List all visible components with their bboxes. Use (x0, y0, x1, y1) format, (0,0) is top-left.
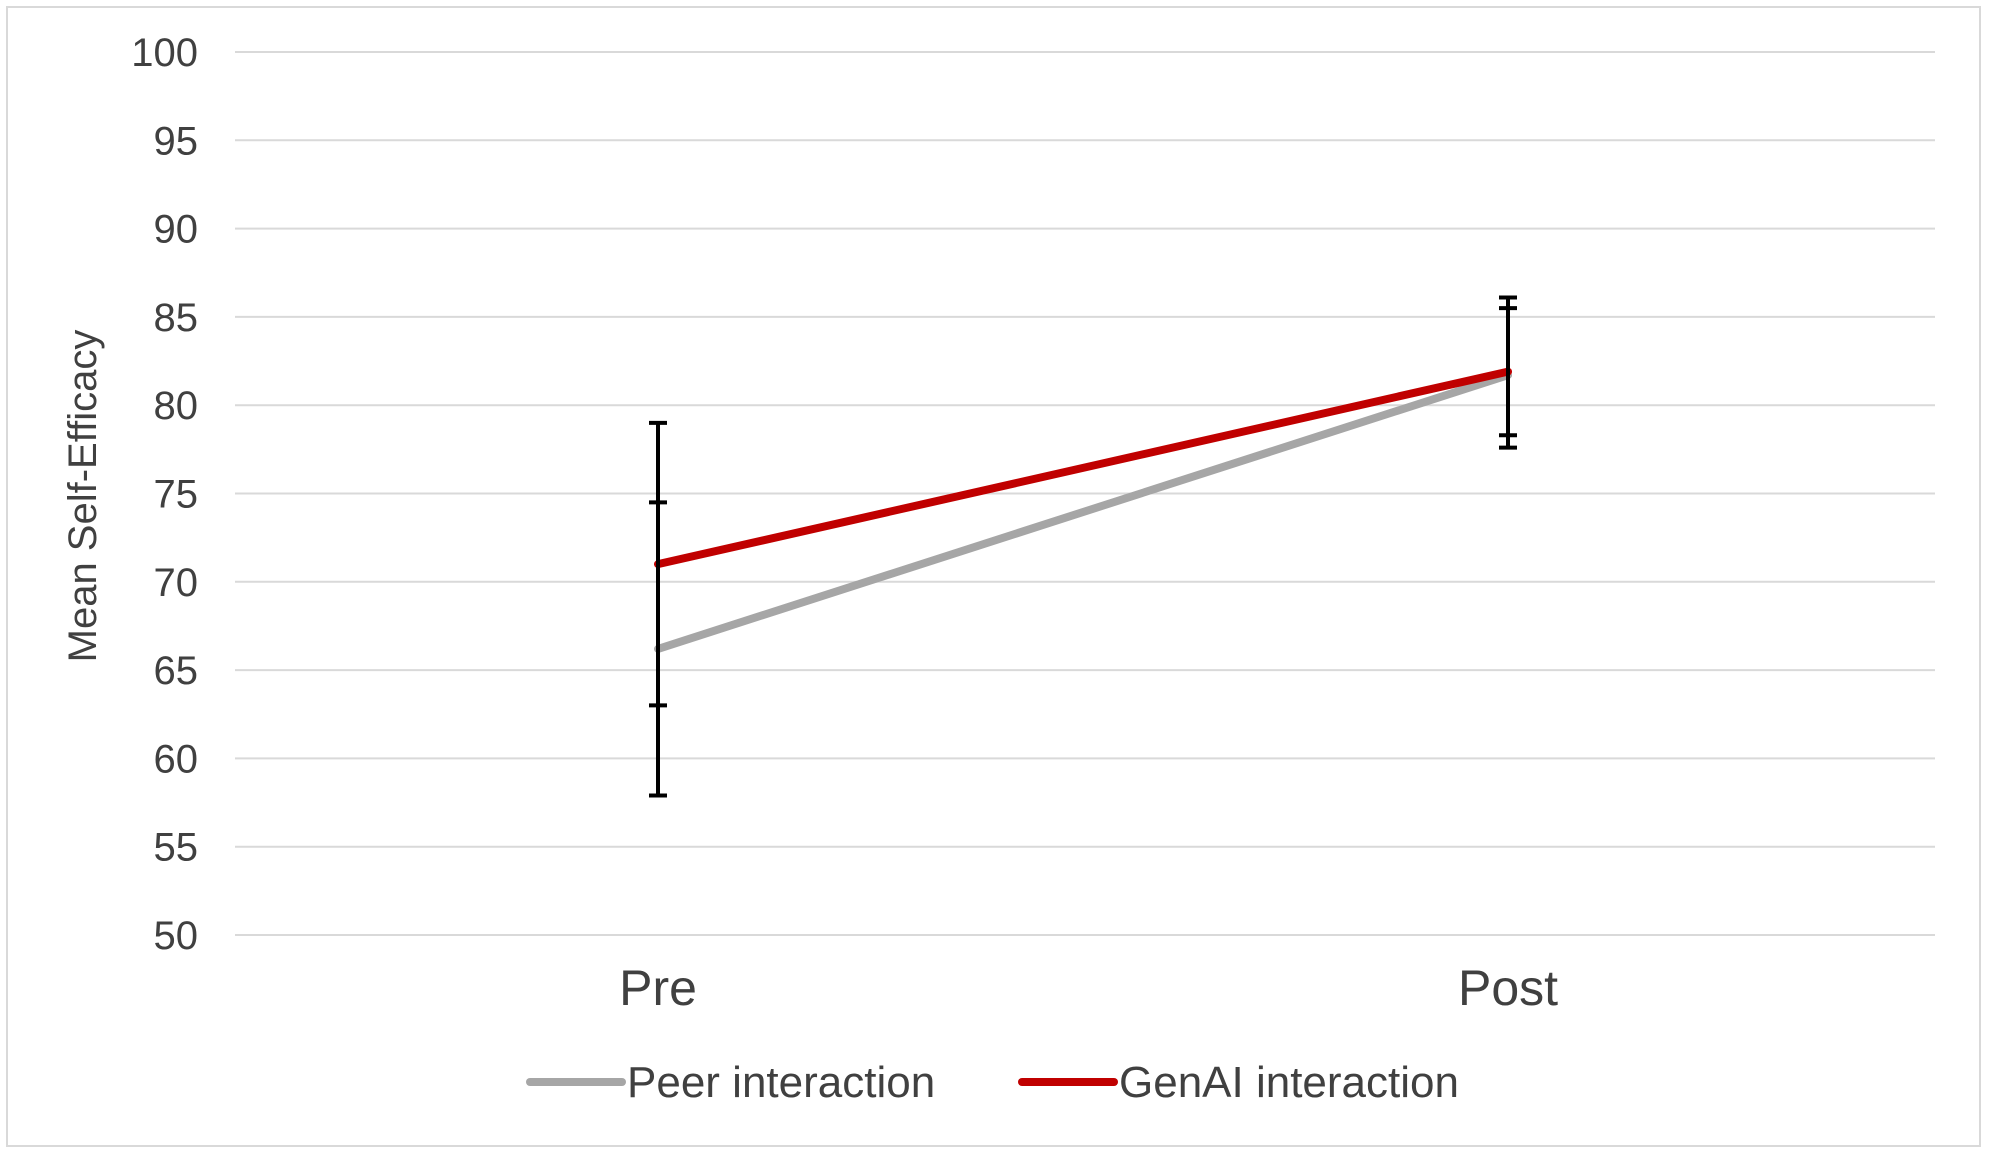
y-tick-label-50: 50 (154, 914, 199, 958)
series-lines (654, 367, 1512, 653)
y-tick-label-65: 65 (154, 649, 199, 693)
y-tick-label-100: 100 (131, 31, 198, 75)
series-line-1 (654, 367, 1512, 569)
y-tick-label-80: 80 (154, 384, 199, 428)
y-tick-label-95: 95 (154, 119, 199, 163)
gridlines (235, 51, 1935, 936)
y-tick-label-75: 75 (154, 473, 199, 517)
y-tick-label-60: 60 (154, 737, 199, 781)
y-tick-label-55: 55 (154, 826, 199, 870)
y-tick-label-90: 90 (154, 208, 199, 252)
chart-frame (6, 6, 1981, 1147)
error-bars (649, 295, 1517, 798)
y-tick-label-85: 85 (154, 296, 199, 340)
x-axis-category-labels: Pre Post (619, 960, 1558, 1016)
y-axis-tick-labels: 50 55 60 65 70 75 80 85 90 95 100 (131, 31, 198, 958)
legend: Peer interaction GenAI interaction (526, 1058, 1459, 1107)
x-category-label-post: Post (1458, 960, 1558, 1016)
legend-label-0: Peer interaction (627, 1058, 935, 1107)
legend-label-1: GenAI interaction (1119, 1058, 1459, 1107)
y-axis-title: Mean Self-Efficacy (61, 330, 105, 663)
series-line-0 (654, 371, 1512, 653)
y-tick-label-70: 70 (154, 561, 199, 605)
x-category-label-pre: Pre (619, 960, 697, 1016)
